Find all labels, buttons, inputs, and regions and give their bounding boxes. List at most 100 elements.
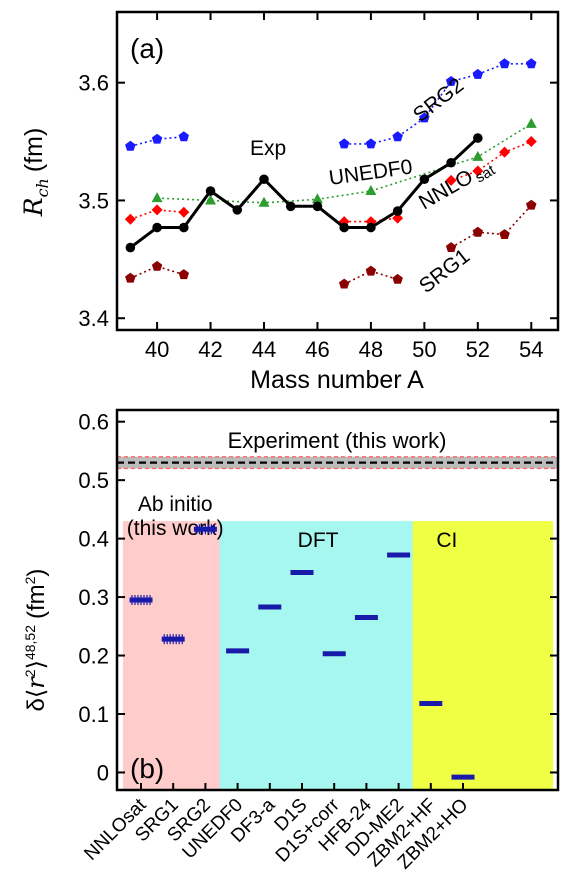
x-tick-label: 46 (305, 337, 329, 362)
annotation-unedf0: UNEDF0 (327, 155, 413, 189)
panel-a-ylabel: Rch(fm) (19, 128, 52, 218)
panel-a-ticks: 40 42 44 46 48 50 52 54 3.4 3.5 3.6 (78, 12, 558, 362)
x-tick-label: 40 (145, 337, 169, 362)
data-point-exp (446, 157, 456, 168)
data-point-srg2 (365, 138, 377, 149)
data-point-srg1 (499, 229, 510, 239)
panel-b-marks (129, 524, 475, 780)
experiment-label: Experiment (this work) (228, 428, 447, 453)
data-point-exp (205, 186, 216, 196)
series-nnlo-sat (124, 136, 537, 228)
panel-b-label: (b) (130, 753, 164, 784)
data-point-srg2 (151, 133, 163, 144)
panel-a-frame (115, 10, 560, 332)
data-point-srg1 (526, 199, 537, 210)
data-point-srg1 (151, 260, 163, 271)
data-point-srg2 (339, 138, 350, 149)
data-point-unedf0 (365, 185, 377, 196)
data-point-exp (259, 174, 269, 185)
b-y-tick-label: 0.1 (78, 702, 109, 727)
data-point-srg2 (125, 140, 136, 151)
data-point-unedf0 (205, 194, 217, 205)
series-srg2 (125, 58, 537, 151)
group-background-dft (219, 521, 416, 790)
data-point-srg1 (472, 226, 483, 237)
data-point-srg1 (339, 278, 350, 289)
data-point-srg2 (419, 112, 430, 123)
annotation-sat: sat (472, 161, 499, 186)
panel-a-xlabel: Mass number A (250, 366, 424, 394)
series-line-srg2 (130, 136, 184, 148)
panel-b: Ab initio(this work) DFT CI 0 0.1 0.2 0.3 0.4 0… (22, 408, 560, 873)
data-point-srg2 (392, 131, 403, 142)
group-background-ci (412, 521, 553, 790)
data-point-exp (125, 242, 136, 253)
annotation-srg2: SRG2 (409, 74, 468, 127)
panel-a: 40 42 44 46 48 50 52 54 3.4 3.5 3.6 (a) Exp UNEDF0… (19, 10, 560, 394)
data-point-exp (419, 174, 430, 185)
b-y-tick-label: 0.3 (78, 585, 109, 610)
series-unedf0 (151, 117, 537, 207)
data-point-srg2 (499, 58, 510, 69)
series-exp (125, 133, 483, 253)
series-line-nnlo-sat (130, 209, 184, 221)
group-background-ab-initio (122, 521, 222, 790)
x-tick-label: 48 (359, 337, 383, 362)
group-label-ci: CI (436, 529, 457, 552)
panel-b-background (117, 456, 558, 790)
y-tick-label: 3.4 (78, 306, 109, 331)
data-point-nnlo-sat (525, 136, 537, 148)
b-y-tick-label: 0.6 (78, 410, 109, 435)
group-label-ab-initio: Ab initio (138, 493, 213, 516)
data-point-srg2 (178, 131, 189, 142)
data-point-unedf0 (258, 196, 270, 207)
data-point-nnlo-sat (124, 213, 136, 225)
panel-b-frame (115, 408, 560, 792)
x-tick-label: 50 (412, 337, 436, 362)
data-point-exp (232, 205, 243, 215)
data-point-srg2 (445, 76, 457, 86)
data-point-unedf0 (472, 150, 484, 161)
data-point-nnlo-sat (392, 212, 404, 224)
b-y-tick-label: 0.2 (78, 644, 109, 669)
data-point-exp (339, 222, 349, 233)
annotation-exp: Exp (250, 137, 286, 160)
panel-b-ylabel: δ⟨r2⟩48,52(fm2) (22, 569, 50, 712)
data-point-exp (179, 222, 189, 233)
panel-b-group-labels: Ab initio(this work) DFT CI (127, 493, 458, 552)
panel-a-series (124, 58, 537, 289)
b-y-tick-label: 0 (97, 760, 109, 785)
y-tick-label: 3.6 (78, 71, 109, 96)
data-point-nnlo-sat (151, 204, 163, 216)
y-tick-label: 3.5 (78, 188, 109, 213)
svg-text:δ⟨r2⟩48,52(fm2): δ⟨r2⟩48,52(fm2) (22, 569, 50, 712)
data-point-srg1 (365, 265, 377, 276)
svg-text:Rch(fm): Rch(fm) (19, 128, 52, 218)
series-line-nnlo-sat (450, 140, 532, 182)
group-label-dft: DFT (298, 529, 339, 552)
data-point-nnlo-sat (472, 165, 484, 177)
data-point-unedf0 (525, 117, 537, 128)
data-point-exp (312, 201, 323, 212)
data-point-exp (285, 201, 296, 212)
series-line-srg1 (450, 204, 532, 249)
x-tick-label: 52 (466, 337, 490, 362)
data-point-nnlo-sat (445, 174, 457, 186)
data-point-srg1 (125, 272, 136, 283)
data-point-exp (366, 222, 376, 233)
data-point-unedf0 (311, 193, 323, 204)
x-tick-label: 44 (252, 337, 276, 362)
data-point-srg1 (392, 273, 403, 284)
data-point-nnlo-sat (499, 146, 511, 158)
series-line-exp (129, 136, 479, 249)
panel-a-label: (a) (130, 33, 164, 64)
group-sublabel-ab-initio: (this work) (127, 517, 224, 540)
data-point-nnlo-sat (178, 206, 190, 218)
x-tick-label: 54 (519, 337, 543, 362)
annotation-srg1: SRG1 (415, 245, 474, 298)
data-point-exp (392, 206, 403, 216)
data-point-exp (152, 222, 162, 233)
data-point-unedf0 (151, 192, 163, 203)
b-y-tick-label: 0.5 (78, 468, 109, 493)
annotation-nnlo: NNLO (415, 165, 477, 214)
